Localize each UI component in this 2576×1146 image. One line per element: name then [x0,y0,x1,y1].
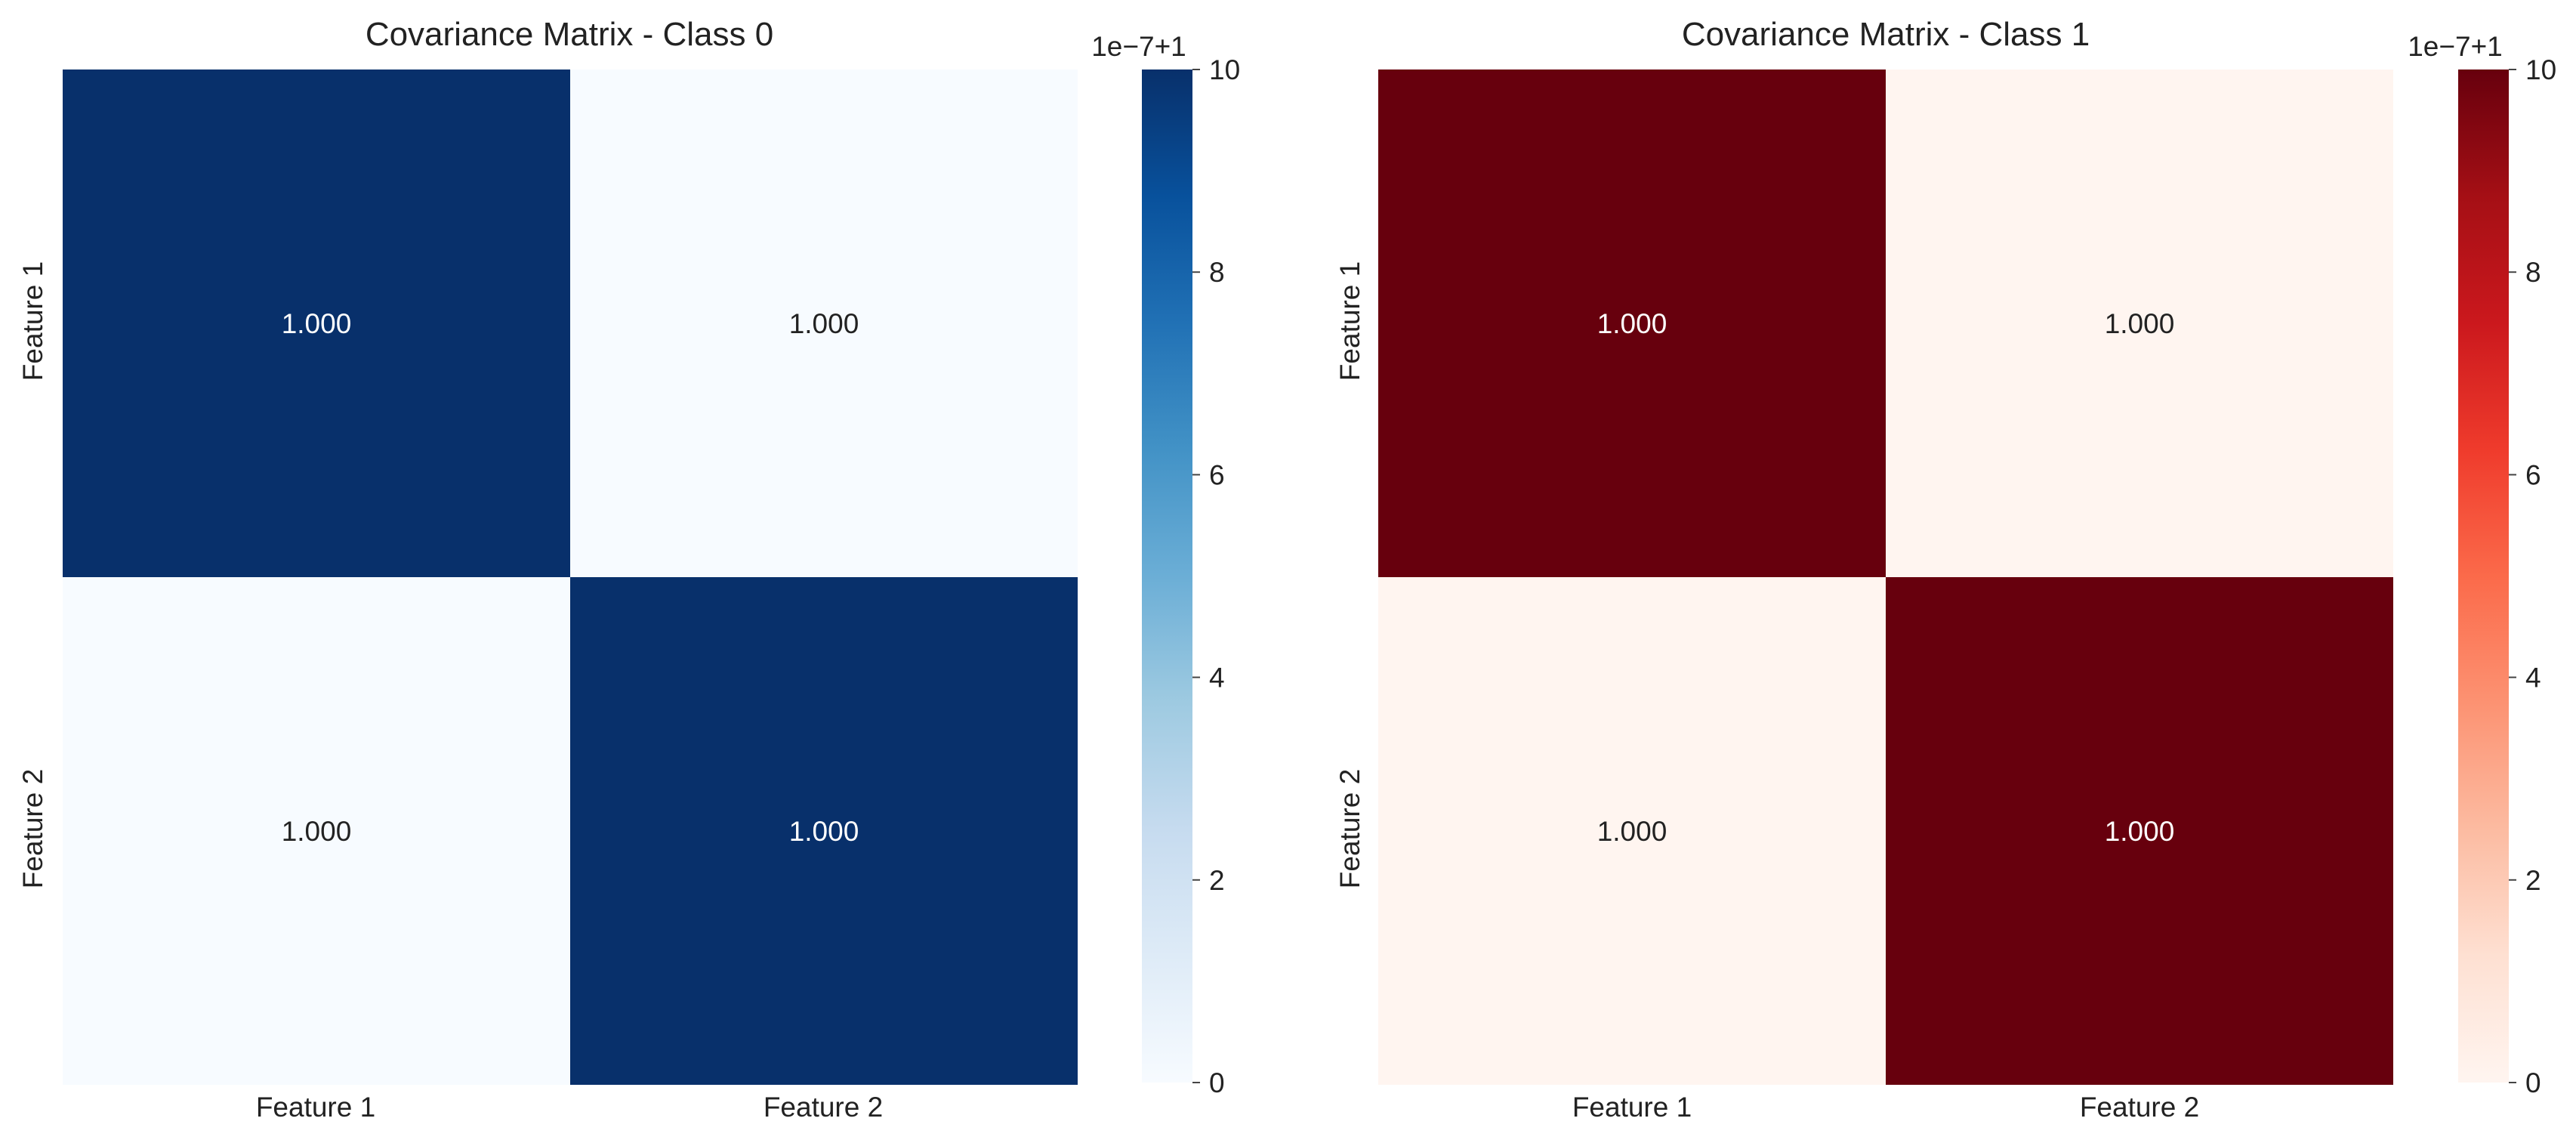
colorbar-tick-labels: 0 2 4 6 8 10 [1192,54,1240,1098]
colorbar: 1e−7+1 0 2 4 6 8 10 [2408,31,2556,1098]
x-tick-label-feature-1: Feature 1 [1572,1092,1692,1123]
colorbar-tick-label: 6 [1209,459,1225,490]
colorbar-tick-label: 0 [1209,1067,1225,1098]
heatmap-cell-r1-c1 [1886,577,2393,1085]
colorbar-offset-label: 1e−7+1 [2408,31,2503,62]
cell-annotation-r0-c0: 1.000 [1597,308,1667,339]
cell-annotation-r1-c0: 1.000 [282,816,352,847]
colorbar-tick-label: 8 [2525,257,2541,288]
heatmap-cells [63,70,1078,1085]
heatmap-cell-r0-c0 [63,70,570,577]
heatmap-cell-r1-c0 [1378,577,1886,1085]
heatmap-panel-class-1: Covariance Matrix - Class 1 1.000 1.0001.… [1334,16,2556,1123]
cell-annotations: 1.000 1.000 1.000 1.000 [1597,308,2175,847]
cell-annotation-r1-c1: 1.000 [2105,816,2175,847]
cell-annotations: 1.000 1.000 1.000 1.000 [282,308,859,847]
chart-title: Covariance Matrix - Class 0 [366,16,773,53]
colorbar-tick-label: 2 [1209,865,1225,896]
colorbar: 1e−7+1 0 2 4 6 8 10 [1091,31,1240,1098]
colorbar-tick-label: 2 [2525,865,2541,896]
x-tick-label-feature-2: Feature 2 [2080,1092,2199,1123]
x-tick-labels: Feature 1 Feature 2 [1572,1092,2199,1123]
y-tick-label-feature-1: Feature 1 [17,261,48,381]
y-tick-labels: Feature 1 Feature 2 [1334,261,1365,888]
colorbar-tick-label: 4 [2525,663,2541,693]
heatmap-panel-class-0: Covariance Matrix - Class 0 1.000 1.0001.… [17,16,1240,1123]
y-tick-label-feature-1: Feature 1 [1334,261,1365,381]
x-tick-label-feature-1: Feature 1 [256,1092,375,1123]
cell-annotation-r1-c1: 1.000 [789,816,859,847]
heatmap-cell-r0-c1 [570,70,1078,577]
colorbar-offset-label: 1e−7+1 [1091,31,1186,62]
colorbar-tick-label: 4 [1209,663,1225,693]
heatmap-cell-r0-c1 [1886,70,2393,577]
colorbar-tick-label: 10 [2525,54,2556,85]
y-tick-labels: Feature 1 Feature 2 [17,261,48,888]
cell-annotation-r0-c0: 1.000 [282,308,352,339]
colorbar-tick-labels: 0 2 4 6 8 10 [2509,54,2556,1098]
cell-annotation-r1-c0: 1.000 [1597,816,1667,847]
colorbar-gradient [2458,70,2509,1083]
chart-title: Covariance Matrix - Class 1 [1682,16,2090,53]
colorbar-tick-label: 10 [1209,54,1240,85]
colorbar-tick-label: 6 [2525,459,2541,490]
cell-annotation-r0-c1: 1.000 [2105,308,2175,339]
cell-annotation-r0-c1: 1.000 [789,308,859,339]
heatmap-cell-r1-c1 [570,577,1078,1085]
colorbar-tick-label: 0 [2525,1067,2541,1098]
y-tick-label-feature-2: Feature 2 [1334,769,1365,888]
heatmap-cells [1378,70,2393,1085]
colorbar-tick-label: 8 [1209,257,1225,288]
y-tick-label-feature-2: Feature 2 [17,769,48,888]
heatmap-cell-r0-c0 [1378,70,1886,577]
heatmap-cell-r1-c0 [63,577,570,1085]
colorbar-gradient [1142,70,1192,1083]
x-tick-label-feature-2: Feature 2 [764,1092,883,1123]
x-tick-labels: Feature 1 Feature 2 [256,1092,883,1123]
